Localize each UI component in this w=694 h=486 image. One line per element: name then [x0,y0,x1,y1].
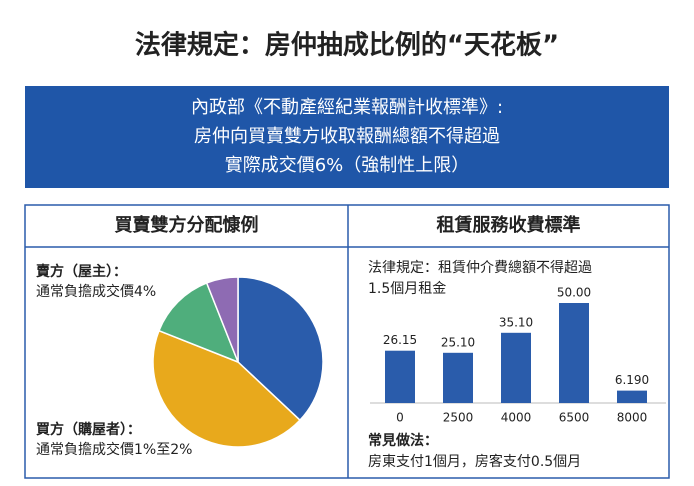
x-tick-label: 0 [396,411,404,425]
value-label: 25.10 [441,335,475,349]
x-tick-label: 8000 [617,411,648,425]
bar [501,332,531,403]
banner-line: 實際成交價6%（強制性上限） [225,155,470,176]
panel-title: 租賃服務收費標準 [437,214,581,236]
value-label: 35.10 [499,315,533,329]
panel-frame [24,204,670,479]
banner-line: 房仲向買賣雙方收取報酬總額不得超過 [194,126,500,147]
value-label: 6.190 [615,373,649,387]
pie-slice [237,276,324,422]
page-title: 法律規定：房仲抽成比例的“天花板” [135,30,559,61]
pie-slice [152,329,302,448]
bar [443,352,473,403]
x-tick-label: 2500 [443,411,474,425]
bar [617,390,647,403]
banner [25,86,669,188]
annotation: 1.5個月租金 [368,281,446,297]
panel-title: 買賣雙方分配慷例 [115,214,259,236]
bar [559,303,589,403]
bar [385,350,415,403]
x-tick-label: 4000 [501,411,532,425]
annotation: 通常負擔成交價4% [36,283,156,300]
annotation: 房東支付1個月，房客支付0.5個月 [368,453,581,470]
annotation: 賣方（屋主）： [35,263,127,280]
x-tick-label: 6500 [559,411,590,425]
value-label: 26.15 [383,333,417,347]
pie-slice [205,276,239,363]
annotation: 法律規定：租賃仲介費總額不得超過 [368,259,592,276]
value-label: 50.00 [557,286,591,300]
annotation: 常見做法： [368,432,438,449]
annotation: 通常負擔成交價1%至2% [36,441,192,458]
pie-slice [157,281,240,364]
banner-line: 內政部《不動產經紀業報酬計收標準》: [191,97,503,118]
annotation: 買方（購屋者）： [36,421,141,438]
